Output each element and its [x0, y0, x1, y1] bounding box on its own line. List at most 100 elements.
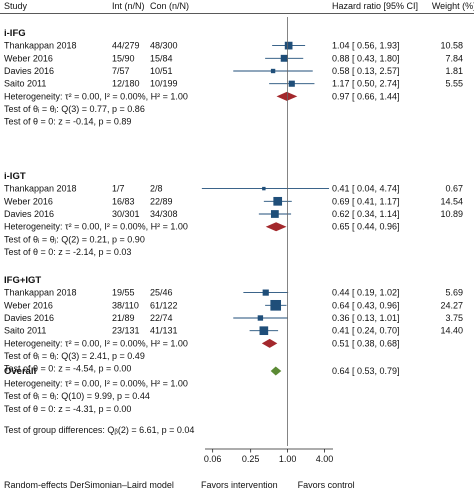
con-count: 2/8: [150, 184, 163, 194]
weight-value: 24.27: [440, 300, 463, 310]
weight-value: 3.75: [445, 313, 463, 323]
overall-diamond: [270, 366, 282, 376]
weight-value: 7.84: [445, 53, 463, 63]
homogeneity-test: Test of θᵢ = θⱼ: Q(3) = 2.41, p = 0.49: [4, 351, 145, 361]
x-tick-label: 4.00: [316, 454, 334, 464]
weight-value: 14.40: [440, 326, 463, 336]
pooled-ci: 0.97 [ 0.66, 1.44]: [332, 91, 400, 101]
study-name: Weber 2016: [4, 300, 53, 310]
study-name: Davies 2016: [4, 66, 54, 76]
header-con: Con (n/N): [150, 1, 189, 11]
hazard-ratio-ci: 0.44 [ 0.19, 1.02]: [332, 288, 400, 298]
weight-value: 10.58: [440, 41, 463, 51]
header-estimate: Hazard ratio [95% CI]: [332, 1, 418, 11]
effect-marker: [273, 196, 283, 206]
weight-value: 5.69: [445, 288, 463, 298]
pooled-diamond: [276, 91, 298, 101]
hazard-ratio-ci: 1.04 [ 0.56, 1.93]: [332, 41, 400, 51]
overall-label: Overall: [4, 366, 36, 377]
study-name: Thankappan 2018: [4, 288, 77, 298]
con-count: 61/122: [150, 300, 178, 310]
weight-value: 5.55: [445, 79, 463, 89]
con-count: 41/131: [150, 326, 178, 336]
con-count: 10/199: [150, 79, 178, 89]
heterogeneity-stat: Heterogeneity: τ² = 0.00, I² = 0.00%, H²…: [4, 338, 188, 348]
hazard-ratio-ci: 0.41 [ 0.24, 0.70]: [332, 326, 400, 336]
int-count: 30/301: [112, 209, 140, 219]
effect-test: Test of θ = 0: z = -2.14, p = 0.03: [4, 247, 131, 257]
int-count: 1/7: [112, 184, 125, 194]
pooled-diamond: [265, 222, 287, 232]
con-count: 10/51: [150, 66, 173, 76]
hazard-ratio-ci: 0.62 [ 0.34, 1.14]: [332, 209, 400, 219]
group-label: i-IGT: [4, 171, 26, 182]
pooled-ci: 0.51 [ 0.38, 0.68]: [332, 338, 400, 348]
footnote: Random-effects DerSimonian–Laird model: [4, 480, 174, 490]
study-name: Thankappan 2018: [4, 184, 77, 194]
int-count: 12/180: [112, 79, 140, 89]
effect-marker: [262, 289, 269, 296]
int-count: 19/55: [112, 288, 135, 298]
con-count: 25/46: [150, 288, 173, 298]
con-count: 15/84: [150, 53, 173, 63]
homogeneity-test: Test of θᵢ = θⱼ: Q(3) = 0.77, p = 0.86: [4, 104, 145, 114]
x-tick-label: 1.00: [279, 454, 297, 464]
hazard-ratio-ci: 0.64 [ 0.43, 0.96]: [332, 300, 400, 310]
group-differences-test: Test of group differences: Qᵦ(2) = 6.61,…: [4, 425, 194, 435]
effect-marker: [259, 326, 269, 336]
favors-control-label: Favors control: [298, 480, 355, 490]
hazard-ratio-ci: 0.36 [ 0.13, 1.01]: [332, 313, 400, 323]
group-label: i-IFG: [4, 28, 26, 39]
hazard-ratio-ci: 0.88 [ 0.43, 1.80]: [332, 53, 400, 63]
weight-value: 14.54: [440, 196, 463, 206]
header-study: Study: [4, 1, 28, 11]
int-count: 16/83: [112, 196, 135, 206]
heterogeneity-stat: Heterogeneity: τ² = 0.00, I² = 0.00%, H²…: [4, 222, 188, 232]
effect-test: Test of θ = 0: z = -4.54, p = 0.00: [4, 364, 131, 374]
study-name: Weber 2016: [4, 196, 53, 206]
int-count: 38/110: [112, 300, 139, 310]
x-tick-label: 0.25: [242, 454, 260, 464]
pooled-ci: 0.65 [ 0.44, 0.96]: [332, 222, 400, 232]
x-tick-label: 0.06: [204, 454, 222, 464]
study-name: Weber 2016: [4, 53, 53, 63]
int-count: 7/57: [112, 66, 130, 76]
hazard-ratio-ci: 1.17 [ 0.50, 2.74]: [332, 79, 400, 89]
int-count: 21/89: [112, 313, 135, 323]
favors-intervention-label: Favors intervention: [201, 480, 278, 490]
hazard-ratio-ci: 0.41 [ 0.04, 4.74]: [332, 184, 400, 194]
con-count: 34/308: [150, 209, 178, 219]
study-name: Davies 2016: [4, 313, 54, 323]
overall-homogeneity-test: Test of θᵢ = θⱼ: Q(10) = 9.99, p = 0.44: [4, 391, 150, 401]
weight-value: 10.89: [440, 209, 463, 219]
homogeneity-test: Test of θᵢ = θⱼ: Q(2) = 0.21, p = 0.90: [4, 234, 145, 244]
int-count: 44/279: [112, 41, 140, 51]
effect-marker: [257, 315, 264, 321]
overall-heterogeneity: Heterogeneity: τ² = 0.00, I² = 0.00%, H²…: [4, 379, 188, 389]
effect-marker: [288, 80, 295, 87]
header-int: Int (n/N): [112, 1, 145, 11]
effect-marker: [270, 299, 282, 311]
int-count: 23/131: [112, 326, 140, 336]
effect-marker: [270, 210, 279, 218]
overall-effect-test: Test of θ = 0: z = -4.31, p = 0.00: [4, 404, 131, 414]
effect-test: Test of θ = 0: z = -0.14, p = 0.89: [4, 117, 131, 127]
con-count: 22/74: [150, 313, 173, 323]
int-count: 15/90: [112, 53, 135, 63]
weight-value: 0.67: [445, 184, 463, 194]
heterogeneity-stat: Heterogeneity: τ² = 0.00, I² = 0.00%, H²…: [4, 91, 188, 101]
study-name: Saito 2011: [4, 326, 46, 336]
effect-marker: [280, 54, 288, 62]
overall-ci: 0.64 [ 0.53, 0.79]: [332, 366, 400, 376]
study-name: Saito 2011: [4, 79, 46, 89]
effect-marker: [284, 41, 293, 50]
study-name: Davies 2016: [4, 209, 54, 219]
hazard-ratio-ci: 0.69 [ 0.41, 1.17]: [332, 196, 400, 206]
study-name: Thankappan 2018: [4, 41, 77, 51]
effect-marker: [262, 186, 266, 191]
hazard-ratio-ci: 0.58 [ 0.13, 2.57]: [332, 66, 400, 76]
header-weight: Weight (%): [432, 1, 474, 11]
group-label: IFG+IGT: [4, 275, 41, 286]
con-count: 48/300: [150, 41, 178, 51]
